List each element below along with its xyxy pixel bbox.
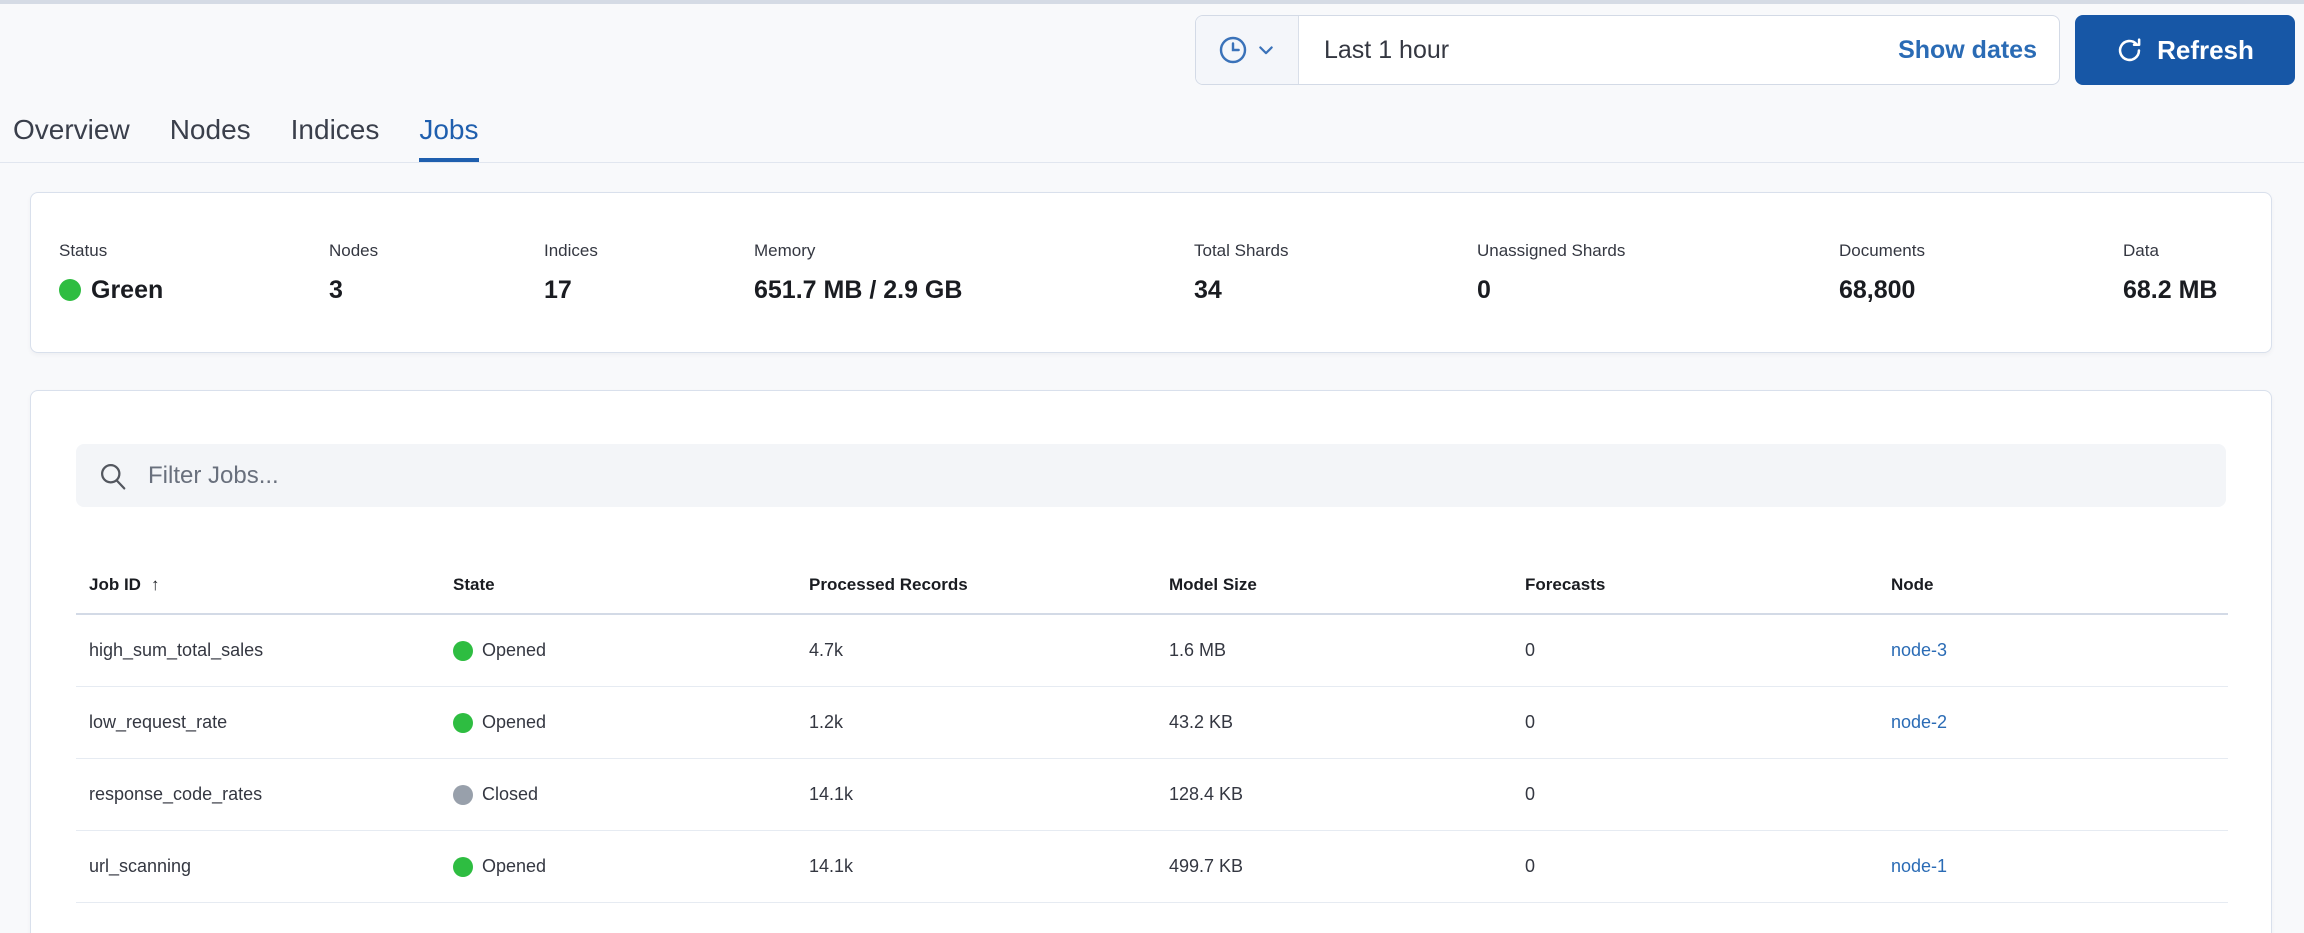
metric-data: Data 68.2 MB — [2123, 241, 2271, 305]
header-controls: Last 1 hour Show dates Refresh — [1195, 15, 2295, 85]
column-header-forecasts[interactable]: Forecasts — [1512, 565, 1878, 615]
tab-overview[interactable]: Overview — [13, 114, 130, 145]
show-dates-link[interactable]: Show dates — [1898, 35, 2037, 64]
processed-records-cell: 14.1k — [796, 758, 1156, 831]
metric-value: 68,800 — [1839, 275, 1916, 304]
chevron-down-icon — [1256, 40, 1276, 60]
model-size-cell: 43.2 KB — [1156, 686, 1512, 759]
tab-jobs[interactable]: Jobs — [419, 98, 479, 162]
state-badge: Closed — [453, 784, 796, 805]
table-row: url_scanning Opened 14.1k 499.7 KB 0 nod… — [76, 830, 2228, 903]
state-badge: Opened — [453, 640, 796, 661]
processed-records-cell: 14.1k — [796, 830, 1156, 903]
forecasts-cell: 0 — [1512, 758, 1878, 831]
model-size-cell: 128.4 KB — [1156, 758, 1512, 831]
metric-indices: Indices 17 — [544, 241, 754, 305]
state-dot-icon — [453, 712, 473, 733]
state-dot-icon — [453, 640, 473, 661]
metric-memory: Memory 651.7 MB / 2.9 GB — [754, 241, 1194, 305]
jobs-table: Job ID ↑ State Processed Records Model Si… — [76, 565, 2228, 903]
model-size-cell: 499.7 KB — [1156, 830, 1512, 903]
processed-records-cell: 1.2k — [796, 686, 1156, 759]
metric-value: 651.7 MB / 2.9 GB — [754, 275, 963, 304]
metric-value: 0 — [1477, 275, 1491, 304]
time-picker-quick-menu-button[interactable] — [1196, 16, 1299, 84]
metric-label: Data — [2123, 240, 2159, 260]
jobs-panel: Job ID↑ State Processed Records Model Si… — [30, 390, 2272, 933]
metric-label: Indices — [544, 240, 598, 260]
metric-label: Documents — [1839, 240, 1925, 260]
jobs-filter-box — [76, 444, 2226, 507]
state-label: Closed — [482, 784, 539, 804]
monitoring-tabs: Overview Nodes Indices Jobs — [0, 98, 2304, 163]
metric-nodes: Nodes 3 — [329, 241, 544, 305]
metric-value: 68.2 MB — [2123, 275, 2218, 304]
metric-label: Memory — [754, 240, 816, 260]
state-badge: Opened — [453, 856, 796, 877]
metric-total-shards: Total Shards 34 — [1194, 241, 1477, 305]
tab-nodes[interactable]: Nodes — [169, 114, 251, 145]
column-header-model-size[interactable]: Model Size — [1156, 565, 1512, 615]
metric-status: Status Green — [59, 241, 329, 305]
metric-value: 3 — [329, 275, 343, 304]
node-link[interactable]: node-3 — [1891, 640, 1948, 660]
refresh-icon — [2116, 37, 2143, 64]
time-range-value[interactable]: Last 1 hour — [1324, 35, 1450, 64]
column-header-job-id[interactable]: Job ID ↑ — [76, 565, 440, 615]
state-label: Opened — [482, 712, 547, 732]
column-header-state[interactable]: State — [440, 565, 796, 615]
state-dot-icon — [453, 856, 473, 877]
table-row: low_request_rate Opened 1.2k 43.2 KB 0 n… — [76, 686, 2228, 759]
processed-records-cell: 4.7k — [796, 614, 1156, 687]
node-link[interactable]: node-2 — [1891, 712, 1948, 732]
node-link[interactable]: node-1 — [1891, 856, 1948, 876]
clock-icon — [1218, 35, 1248, 65]
refresh-button-label: Refresh — [2157, 34, 2254, 65]
sort-ascending-icon: ↑ — [150, 575, 160, 594]
top-scroll-edge — [0, 0, 2304, 4]
metric-label: Nodes — [329, 240, 379, 260]
state-label: Opened — [482, 856, 547, 876]
search-icon — [98, 461, 128, 491]
forecasts-cell: 0 — [1512, 686, 1878, 759]
metric-label: Total Shards — [1194, 240, 1289, 260]
metric-documents: Documents 68,800 — [1839, 241, 2123, 305]
time-picker: Last 1 hour Show dates — [1195, 15, 2060, 85]
forecasts-cell: 0 — [1512, 830, 1878, 903]
column-header-node[interactable]: Node — [1878, 565, 2228, 615]
state-label: Opened — [482, 640, 547, 660]
job-id-cell: high_sum_total_sales — [76, 614, 440, 687]
job-id-cell: response_code_rates — [76, 758, 440, 831]
state-dot-icon — [453, 784, 473, 805]
health-status-dot — [59, 279, 81, 301]
model-size-cell: 1.6 MB — [1156, 614, 1512, 687]
forecasts-cell: 0 — [1512, 614, 1878, 687]
metric-label: Status — [59, 240, 108, 260]
job-id-cell: low_request_rate — [76, 686, 440, 759]
metric-value: Green — [91, 275, 164, 304]
table-row: response_code_rates Closed 14.1k 128.4 K… — [76, 758, 2228, 831]
table-row: high_sum_total_sales Opened 4.7k 1.6 MB … — [76, 614, 2228, 687]
filter-jobs-input[interactable] — [146, 460, 2204, 491]
cluster-summary-bar: Status Green Nodes 3 Indices 17 Memory 6… — [30, 192, 2272, 353]
metric-label: Unassigned Shards — [1477, 240, 1626, 260]
state-badge: Opened — [453, 712, 796, 733]
metric-value: 34 — [1194, 275, 1222, 304]
metric-unassigned-shards: Unassigned Shards 0 — [1477, 241, 1839, 305]
table-header-row: Job ID ↑ State Processed Records Model Si… — [76, 565, 2228, 615]
tab-indices[interactable]: Indices — [290, 114, 380, 145]
refresh-button[interactable]: Refresh — [2075, 15, 2295, 85]
metric-value: 17 — [544, 275, 572, 304]
job-id-cell: url_scanning — [76, 830, 440, 903]
column-header-processed-records[interactable]: Processed Records — [796, 565, 1156, 615]
